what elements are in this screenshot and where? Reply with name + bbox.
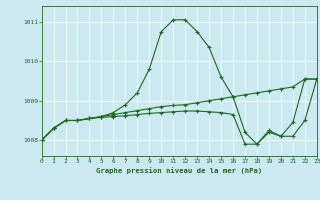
- X-axis label: Graphe pression niveau de la mer (hPa): Graphe pression niveau de la mer (hPa): [96, 167, 262, 174]
